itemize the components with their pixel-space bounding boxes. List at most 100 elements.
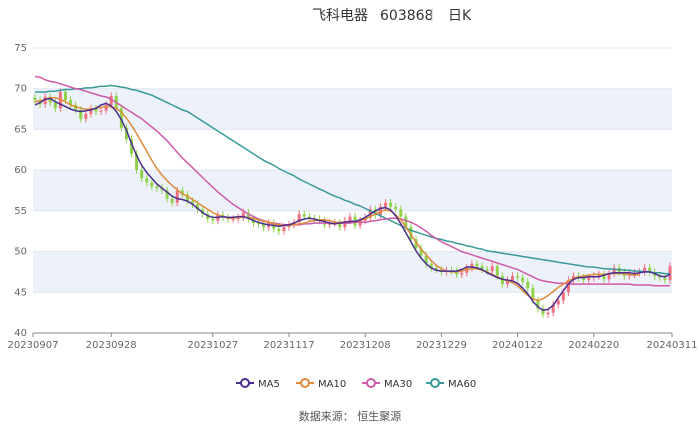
candle-body (84, 113, 88, 119)
y-axis-ticks: 40 45 50 55 60 65 70 75 (14, 43, 27, 339)
candle-body (124, 127, 128, 140)
x-tick-label: 20240220 (568, 340, 619, 351)
candle-body (185, 194, 189, 202)
candle-body (206, 214, 210, 219)
candle-body (490, 266, 494, 272)
candle-body (663, 277, 667, 281)
candle-body (561, 292, 565, 301)
candle-body (358, 220, 362, 226)
y-tick-label: 55 (14, 206, 27, 217)
candle-body (196, 204, 200, 210)
candle-body (104, 105, 108, 111)
candle-body (424, 255, 428, 264)
candle-body (160, 188, 164, 191)
candle-body (378, 206, 382, 215)
x-axis: 20230907 20230928 20231027 20231117 20231208… (8, 332, 698, 351)
moving-average-lines (34, 75, 671, 311)
ma10-line (34, 96, 640, 302)
candle-body (140, 170, 144, 179)
ma5-line (34, 97, 671, 311)
x-tick-label: 20230907 (8, 340, 59, 351)
candle-body (257, 223, 261, 225)
candle-body (165, 190, 169, 199)
legend-label: MA60 (448, 379, 476, 390)
x-tick-label: 20230928 (86, 340, 137, 351)
candle-body (551, 304, 555, 313)
data-source: 数据来源： 恒生聚源 (299, 409, 402, 423)
candle-body (170, 198, 174, 203)
candle-body (536, 300, 540, 309)
legend-marker (240, 378, 250, 388)
candle-body (602, 274, 606, 280)
candle-body (541, 308, 545, 315)
candle-body (63, 91, 67, 101)
stock-code: 603868 (380, 8, 433, 24)
candle-body (643, 267, 647, 272)
x-tick-label: 20231117 (264, 340, 315, 351)
candle-body (658, 276, 662, 278)
candle-body (394, 206, 398, 210)
candle-body (516, 276, 520, 278)
y-tick-label: 65 (14, 124, 27, 135)
y-tick-label: 45 (14, 287, 27, 298)
candle-body (419, 248, 423, 256)
candle-body (389, 202, 393, 207)
candle-body (150, 182, 154, 187)
x-tick-label: 20240311 (647, 340, 698, 351)
plot-band (33, 170, 672, 211)
candle-body (505, 280, 509, 285)
candle-body (343, 220, 347, 228)
candle-body (277, 228, 281, 232)
candle-body (455, 271, 459, 275)
legend: MA5 MA10 MA30 MA60 (236, 378, 476, 390)
x-tick-label: 20231229 (416, 340, 467, 351)
candle-body (495, 266, 499, 276)
candle-body (175, 190, 179, 203)
candle-body (69, 100, 73, 105)
candle-body (119, 108, 123, 128)
candle-body (135, 153, 139, 171)
candle-body (485, 269, 489, 272)
x-tick-label: 20240122 (492, 340, 543, 351)
candle-body (48, 96, 52, 103)
candle-body (89, 108, 93, 114)
candle-body (53, 102, 57, 109)
candle-body (526, 281, 530, 289)
candle-body (190, 201, 194, 205)
candle-body (109, 96, 113, 105)
x-tick-label: 20231208 (340, 340, 391, 351)
candle-body (33, 97, 37, 101)
candle-body (43, 96, 47, 105)
candle-body (627, 274, 631, 276)
ma60-line (35, 84, 670, 275)
candle-body (79, 109, 83, 119)
candle-body (338, 223, 342, 228)
candle-body (99, 110, 103, 112)
candle-body (556, 300, 560, 305)
candle-body (373, 209, 377, 215)
candle-body (521, 277, 525, 282)
candle-body (475, 263, 479, 267)
candle-body (155, 186, 159, 189)
y-tick-label: 50 (14, 247, 27, 258)
candle-body (180, 190, 184, 195)
candle-body (302, 214, 306, 217)
candle-body (328, 223, 332, 225)
candle-body (511, 276, 515, 281)
candle-body (297, 214, 301, 223)
y-tick-label: 75 (14, 43, 27, 54)
legend-marker (300, 378, 310, 388)
candle-body (236, 217, 240, 219)
candle-body (480, 266, 484, 270)
plot-band (33, 251, 672, 293)
candle-body (94, 108, 98, 112)
candle-body (460, 272, 464, 275)
candle-body (282, 227, 286, 232)
legend-label: MA30 (384, 379, 412, 390)
plot-band (33, 88, 672, 130)
candle-body (587, 277, 591, 281)
candle-body (414, 239, 418, 249)
period-label: 日K (448, 8, 472, 24)
candle-body (597, 274, 601, 276)
